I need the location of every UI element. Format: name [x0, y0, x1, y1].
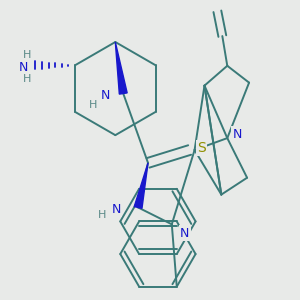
Text: N: N [180, 227, 189, 240]
Polygon shape [115, 42, 127, 94]
Text: H: H [98, 210, 106, 220]
Text: H: H [23, 74, 32, 84]
Text: N: N [101, 89, 110, 102]
Polygon shape [134, 163, 148, 208]
Text: N: N [232, 128, 242, 141]
Text: S: S [197, 141, 206, 155]
Text: N: N [112, 203, 121, 216]
Text: H: H [23, 50, 32, 60]
Text: N: N [19, 61, 28, 74]
Text: H: H [89, 100, 98, 110]
